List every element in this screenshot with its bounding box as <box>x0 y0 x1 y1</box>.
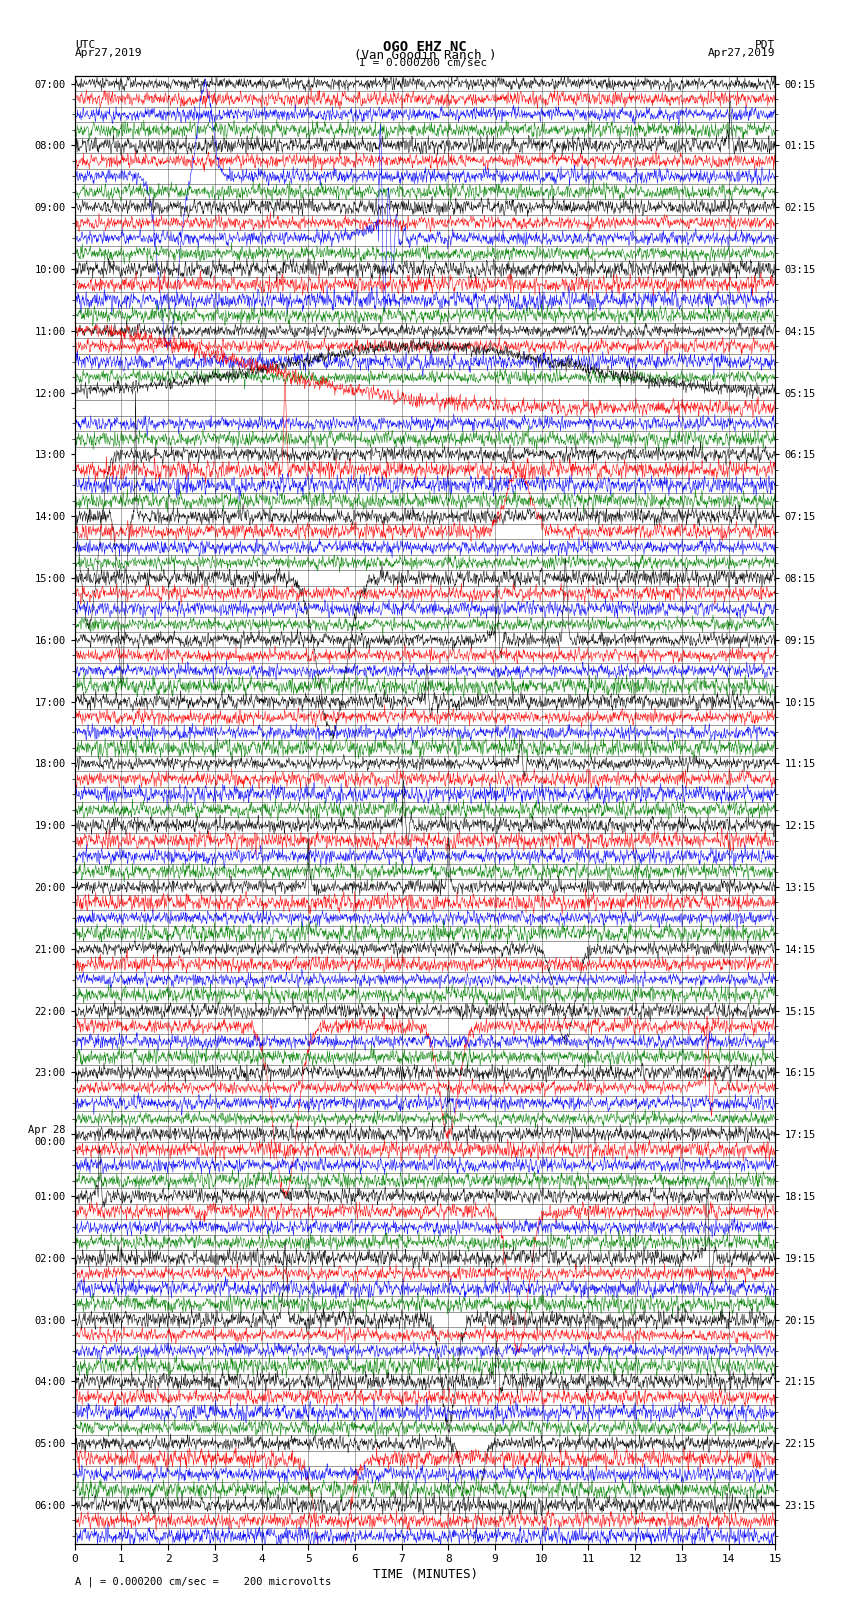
Text: UTC: UTC <box>75 39 95 50</box>
Text: I = 0.000200 cm/sec: I = 0.000200 cm/sec <box>360 58 487 68</box>
Text: Apr27,2019: Apr27,2019 <box>708 48 775 58</box>
Text: OGO EHZ NC: OGO EHZ NC <box>383 39 467 53</box>
Text: Apr27,2019: Apr27,2019 <box>75 48 142 58</box>
Text: A | = 0.000200 cm/sec =    200 microvolts: A | = 0.000200 cm/sec = 200 microvolts <box>75 1576 331 1587</box>
X-axis label: TIME (MINUTES): TIME (MINUTES) <box>372 1568 478 1581</box>
Text: PDT: PDT <box>755 39 775 50</box>
Text: (Van Goodin Ranch ): (Van Goodin Ranch ) <box>354 50 496 63</box>
